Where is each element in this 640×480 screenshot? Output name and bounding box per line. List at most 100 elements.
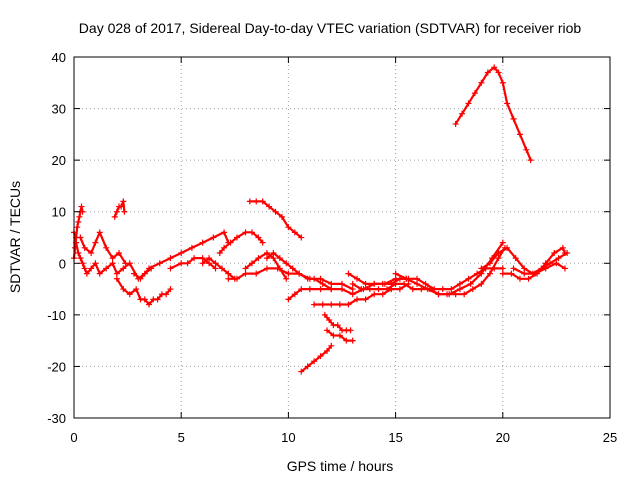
data-point-marker bbox=[278, 213, 285, 220]
data-point-marker bbox=[146, 265, 153, 272]
data-point-marker bbox=[478, 79, 485, 86]
data-point-marker bbox=[414, 280, 421, 287]
data-point-marker bbox=[349, 286, 356, 293]
data-point-marker bbox=[396, 286, 403, 293]
data-point-marker bbox=[96, 229, 103, 236]
data-point-marker bbox=[336, 332, 343, 339]
y-tick-label: -30 bbox=[47, 411, 66, 426]
data-point-marker bbox=[531, 270, 538, 277]
data-point-marker bbox=[259, 239, 266, 246]
data-point-marker bbox=[246, 198, 253, 205]
data-point-marker bbox=[263, 249, 270, 256]
data-point-marker bbox=[188, 244, 195, 251]
data-point-marker bbox=[178, 260, 185, 267]
data-point-marker bbox=[81, 244, 88, 251]
data-point-marker bbox=[79, 208, 86, 215]
data-point-marker bbox=[199, 239, 206, 246]
data-point-marker bbox=[527, 157, 534, 164]
data-point-marker bbox=[311, 301, 318, 308]
x-tick-label: 20 bbox=[496, 430, 510, 445]
data-point-marker bbox=[227, 239, 234, 246]
data-point-marker bbox=[478, 270, 485, 277]
data-point-marker bbox=[72, 244, 79, 251]
data-point-marker bbox=[471, 90, 478, 97]
data-point-marker bbox=[321, 311, 328, 318]
data-point-marker bbox=[75, 219, 82, 226]
x-tick-label: 25 bbox=[603, 430, 617, 445]
data-point-marker bbox=[285, 224, 292, 231]
data-point-marker bbox=[456, 280, 463, 287]
data-point-marker bbox=[311, 275, 318, 282]
data-point-marker bbox=[199, 260, 206, 267]
grid bbox=[74, 57, 610, 418]
data-point-marker bbox=[111, 213, 118, 220]
data-point-marker bbox=[88, 265, 95, 272]
data-point-marker bbox=[92, 239, 99, 246]
series-arc12 bbox=[246, 198, 305, 241]
data-point-marker bbox=[384, 286, 391, 293]
data-point-marker bbox=[319, 301, 326, 308]
data-point-marker bbox=[323, 327, 330, 334]
data-point-marker bbox=[263, 265, 270, 272]
data-point-marker bbox=[555, 255, 562, 262]
data-point-marker bbox=[109, 255, 116, 262]
data-point-marker bbox=[78, 203, 85, 210]
data-point-marker bbox=[379, 280, 386, 287]
data-point-marker bbox=[76, 213, 83, 220]
data-point-marker bbox=[339, 280, 345, 287]
data-point-marker bbox=[439, 286, 446, 293]
data-point-marker bbox=[469, 286, 476, 293]
data-point-marker bbox=[512, 255, 519, 262]
data-point-marker bbox=[392, 280, 399, 287]
data-point-marker bbox=[242, 265, 249, 272]
data-point-marker bbox=[375, 286, 382, 293]
data-point-marker bbox=[304, 275, 311, 282]
data-point-marker bbox=[495, 255, 502, 262]
data-point-marker bbox=[486, 270, 493, 277]
data-point-marker bbox=[371, 291, 378, 298]
data-point-marker bbox=[120, 198, 127, 205]
series-arc3 bbox=[77, 229, 129, 267]
y-tick-label: 10 bbox=[52, 205, 66, 220]
data-point-marker bbox=[285, 270, 292, 277]
data-point-marker bbox=[349, 291, 356, 298]
data-point-marker bbox=[146, 301, 153, 308]
data-point-marker bbox=[167, 265, 174, 272]
data-point-marker bbox=[317, 286, 324, 293]
data-point-marker bbox=[456, 286, 463, 293]
data-point-marker bbox=[206, 260, 213, 267]
data-point-marker bbox=[486, 260, 493, 267]
data-point-marker bbox=[113, 208, 120, 215]
data-point-marker bbox=[178, 249, 185, 256]
data-point-marker bbox=[504, 244, 511, 251]
series-arc17 bbox=[323, 327, 356, 344]
series-arc6 bbox=[131, 229, 232, 282]
data-point-marker bbox=[118, 203, 125, 210]
data-point-marker bbox=[253, 198, 260, 205]
data-point-marker bbox=[358, 286, 365, 293]
series-arc15 bbox=[298, 342, 335, 375]
data-point-marker bbox=[553, 260, 560, 267]
data-point-marker bbox=[253, 270, 260, 277]
data-point-marker bbox=[116, 249, 123, 256]
data-point-marker bbox=[199, 255, 206, 262]
data-point-marker bbox=[131, 270, 138, 277]
data-point-marker bbox=[446, 291, 453, 298]
data-point-marker bbox=[255, 255, 262, 262]
data-point-marker bbox=[96, 270, 103, 277]
data-point-marker bbox=[103, 244, 110, 251]
data-point-marker bbox=[525, 275, 532, 282]
data-point-marker bbox=[255, 234, 262, 241]
data-point-marker bbox=[336, 301, 343, 308]
data-point-marker bbox=[298, 286, 305, 293]
series-arc21 bbox=[392, 239, 506, 298]
data-point-marker bbox=[521, 270, 528, 277]
data-point-marker bbox=[516, 275, 523, 282]
y-tick-label: -10 bbox=[47, 308, 66, 323]
data-point-marker bbox=[328, 342, 335, 349]
data-point-marker bbox=[461, 291, 468, 298]
data-point-marker bbox=[77, 255, 84, 262]
data-point-marker bbox=[330, 332, 337, 339]
data-point-marker bbox=[504, 100, 511, 107]
